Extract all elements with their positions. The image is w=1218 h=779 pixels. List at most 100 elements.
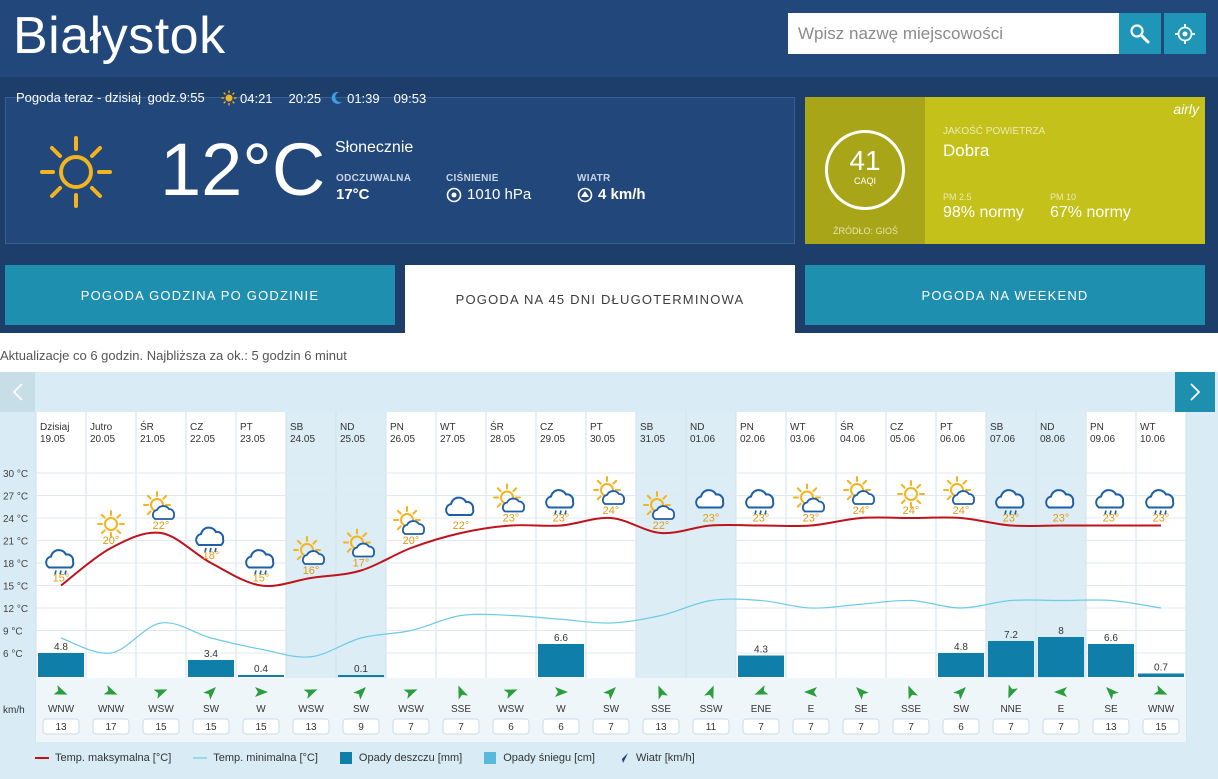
wind-direction: WNW: [1148, 704, 1175, 715]
wind-speed-box: [42, 718, 80, 735]
max-temp-label: 17°: [353, 558, 370, 570]
now-title: Pogoda teraz - dzisiaj godz.9:55: [16, 90, 208, 105]
y-tick-label: 12 °C: [3, 604, 28, 615]
max-temp-label: 15°: [253, 573, 270, 585]
day-name: WT: [790, 422, 806, 433]
pressure-value: 1010 hPa: [446, 186, 531, 203]
wind-direction: W: [256, 704, 266, 715]
rain-label: 0.1: [354, 664, 368, 675]
max-temp-label: 23°: [553, 513, 570, 525]
wind-speed-box: [192, 718, 230, 735]
day-date: 05.06: [890, 434, 915, 445]
max-temp-label: 22°: [453, 520, 470, 532]
wind-speed-box: [592, 718, 630, 735]
day-name: PN: [1090, 422, 1104, 433]
max-temp-line: [60, 516, 1161, 587]
feels-value: 17°C: [336, 186, 370, 203]
search-button[interactable]: [1119, 13, 1161, 54]
caqi-circle: 41 CAQI: [825, 130, 905, 210]
wind-speed: 13: [655, 722, 667, 733]
rain-bar: [938, 653, 984, 677]
day-date: 31.05: [640, 434, 665, 445]
day-name: Dzisiaj: [40, 422, 69, 433]
tab-hourly[interactable]: POGODA GODZINA PO GODZINIE: [5, 265, 395, 325]
wind-speed: 15: [1155, 722, 1167, 733]
sun-cloud-icon: [943, 476, 975, 505]
wind-direction: SW: [953, 704, 970, 715]
chart-legend: Temp. maksymalna [°C] Temp. minimalna [°…: [35, 752, 717, 764]
rain-cloud-icon: [45, 549, 75, 575]
legend-snow: Opady śniegu [cm]: [484, 752, 595, 764]
wind-speed: 13: [55, 722, 67, 733]
tab-45-days[interactable]: POGODA NA 45 DNI DŁUGOTERMINOWA: [405, 265, 795, 333]
wind-direction: SE: [1104, 704, 1118, 715]
rain-label: 6.6: [1104, 633, 1118, 644]
wind-speed: 11: [706, 722, 717, 733]
rain-label: 0.7: [1154, 663, 1168, 674]
tab-weekend[interactable]: POGODA NA WEEKEND: [805, 265, 1205, 325]
wind-speed: 15: [255, 722, 267, 733]
forecast-chart: 30 °C 27 °C 24 °C 21 °C 18 °C 15 °C 12 °C 9 °C 6…: [3, 412, 1187, 742]
prev-button[interactable]: [0, 372, 35, 412]
pressure-value-text: 1010 hPa: [467, 186, 532, 203]
legend-min-label: Temp. minimalna [°C]: [213, 752, 318, 764]
rain-label: 4.3: [754, 645, 768, 656]
next-button[interactable]: [1175, 372, 1215, 412]
rain-bar: [1038, 637, 1084, 677]
wind-direction: SSW: [700, 704, 723, 715]
wind-speed-box: [692, 718, 730, 735]
wind-speed: 6: [508, 722, 514, 733]
wind-speed-box: [242, 718, 280, 735]
max-temp-label: 23°: [1053, 513, 1070, 525]
rain-label: 0.4: [254, 664, 268, 675]
wind-arrow: [403, 689, 418, 699]
max-temp-label: 24°: [903, 505, 920, 517]
wind-speed: 7: [408, 722, 414, 733]
now-time: godz.9:55: [147, 90, 205, 105]
wind-speed-box: [142, 718, 180, 735]
wind-speed-box: [892, 718, 930, 735]
feels-value-text: 17°C: [336, 186, 370, 203]
wind-direction: WNW: [48, 704, 75, 715]
air-quality-panel[interactable]: 41 CAQI ŹRÓDŁO: GIOŚ JAKOŚĆ POWIETRZA Do…: [805, 97, 1205, 244]
legend-min: Temp. minimalna [°C]: [193, 752, 318, 764]
wind-speed: 9: [358, 722, 364, 733]
wind-arrow: [503, 689, 518, 699]
locate-button[interactable]: [1164, 13, 1206, 54]
day-date: 01.06: [690, 434, 715, 445]
legend-max: Temp. maksymalna [°C]: [35, 752, 171, 764]
day-name: ŚR: [840, 420, 854, 433]
wind-speed-box: [642, 718, 680, 735]
sunrise-icon: [221, 90, 237, 106]
day-name: WT: [1140, 422, 1156, 433]
sun-icon: [40, 136, 112, 208]
rain-cloud-icon: [245, 549, 275, 575]
rain-label: 6.6: [554, 633, 568, 644]
wind-speed: 15: [205, 722, 217, 733]
day-name: PT: [940, 422, 953, 433]
rain-label: 4.8: [54, 642, 68, 653]
wind-speed-box: [942, 718, 980, 735]
rain-bar: [238, 675, 284, 677]
wind-speed-box: [92, 718, 130, 735]
wind-arrow: [804, 687, 817, 697]
day-name: ND: [690, 422, 704, 433]
min-temp-line: [60, 598, 1162, 658]
sun-cloud-icon: [493, 483, 525, 513]
wind-speed-box: [1092, 718, 1130, 735]
wind-speed-box: [1042, 718, 1080, 735]
day-name: CZ: [540, 422, 553, 433]
wind-speed: 7: [858, 722, 864, 733]
day-date: 03.06: [790, 434, 815, 445]
search-input[interactable]: [788, 13, 1119, 54]
sun-icon: [897, 480, 925, 508]
rain-cloud-icon: [1145, 489, 1175, 515]
air-source: ŹRÓDŁO: GIOŚ: [833, 226, 899, 236]
max-temp-label: 24°: [853, 505, 870, 517]
day-date: 06.06: [940, 434, 965, 445]
wind-speed: 7: [608, 722, 614, 733]
current-condition: Słonecznie: [335, 139, 414, 156]
wind-arrow: [754, 685, 769, 695]
day-name: ŚR: [490, 420, 504, 433]
wind-direction: SW: [203, 704, 220, 715]
